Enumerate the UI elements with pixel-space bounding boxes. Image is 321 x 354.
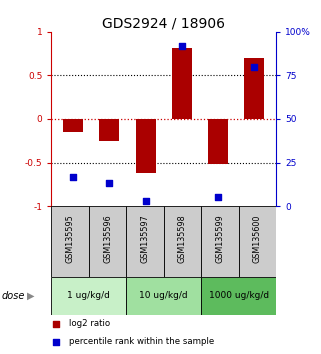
Bar xyxy=(172,47,192,119)
Text: 1 ug/kg/d: 1 ug/kg/d xyxy=(67,291,110,301)
Point xyxy=(71,174,76,179)
Title: GDS2924 / 18906: GDS2924 / 18906 xyxy=(102,17,225,31)
Text: GSM135600: GSM135600 xyxy=(253,215,262,263)
Bar xyxy=(126,206,164,277)
Bar xyxy=(63,119,83,132)
Text: 10 ug/kg/d: 10 ug/kg/d xyxy=(139,291,188,301)
Point xyxy=(179,43,184,48)
Point xyxy=(215,195,221,200)
Bar xyxy=(164,206,201,277)
Bar xyxy=(208,119,228,164)
Text: GSM135598: GSM135598 xyxy=(178,215,187,263)
Point xyxy=(107,181,112,186)
Point xyxy=(53,339,58,344)
Point xyxy=(252,64,257,69)
Text: dose: dose xyxy=(2,291,25,301)
Bar xyxy=(89,206,126,277)
Text: GSM135597: GSM135597 xyxy=(141,215,150,263)
Bar xyxy=(51,206,89,277)
Text: GSM135599: GSM135599 xyxy=(215,215,224,263)
Text: percentile rank within the sample: percentile rank within the sample xyxy=(69,337,214,346)
Text: 1000 ug/kg/d: 1000 ug/kg/d xyxy=(209,291,269,301)
Bar xyxy=(201,206,239,277)
Bar xyxy=(244,58,264,119)
Bar xyxy=(201,277,276,315)
Bar xyxy=(51,277,126,315)
Bar xyxy=(126,277,201,315)
Bar xyxy=(100,119,119,141)
Text: GSM135596: GSM135596 xyxy=(103,215,112,263)
Point xyxy=(143,198,148,204)
Text: log2 ratio: log2 ratio xyxy=(69,319,110,329)
Bar xyxy=(135,119,156,173)
Text: GSM135595: GSM135595 xyxy=(65,215,74,263)
Point xyxy=(53,321,58,327)
Text: ▶: ▶ xyxy=(27,291,35,301)
Bar xyxy=(239,206,276,277)
